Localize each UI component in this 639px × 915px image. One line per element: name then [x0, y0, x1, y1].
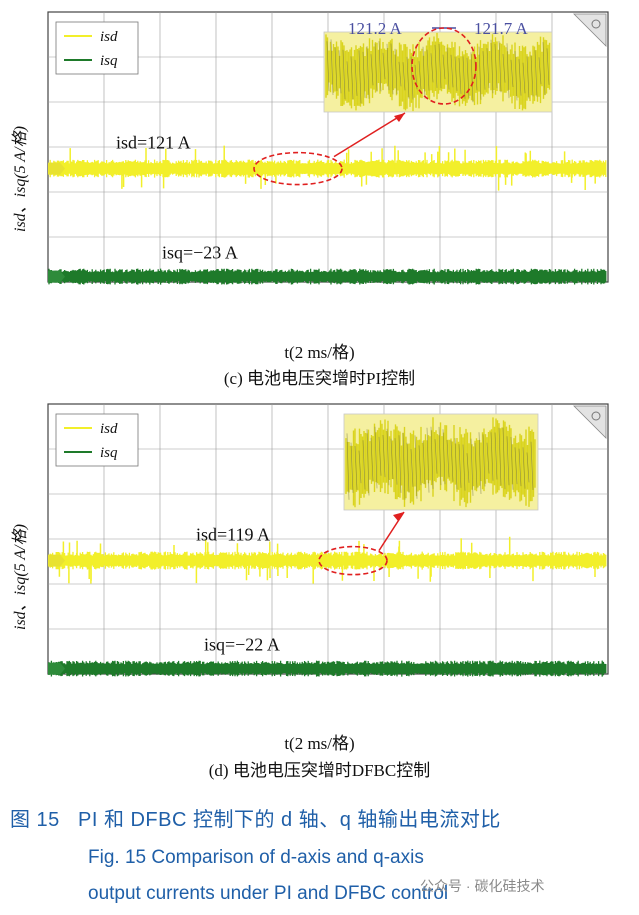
selection-arrow: [333, 112, 406, 158]
channel-marker-isd: [48, 162, 65, 175]
value-label-isq: isq=−23 A: [162, 243, 238, 263]
channel-marker-isd: [48, 554, 65, 567]
channel-marker-isq: [48, 270, 65, 283]
selection-arrowhead: [394, 113, 405, 122]
trigger-corner-icon: [573, 13, 607, 47]
legend: isd isq: [55, 21, 139, 75]
caption-d: (d) 电池电压突增时DFBC控制: [208, 761, 431, 780]
legend-label-isq: isq: [100, 53, 118, 69]
trigger-corner-icon: [573, 405, 607, 439]
value-label-isd: isd=119 A: [196, 525, 270, 545]
caption-c: (c) 电池电压突增时PI控制: [223, 369, 416, 388]
legend-label-isd: isd: [100, 421, 118, 437]
selection-ellipse: [253, 151, 343, 186]
selection-arrowhead: [393, 512, 404, 521]
zoom-trace-dark: [346, 426, 534, 500]
x-axis-label-c: t(2 ms/格): [284, 343, 355, 362]
figure-title-en-line2: output currents under PI and DFBC contro…: [88, 883, 449, 904]
watermark: 公众号 · 碳化硅技术: [420, 878, 545, 894]
trace-spikes-isd: [69, 145, 596, 191]
zoom-trace-dark: [326, 39, 550, 104]
zoom-annotation: 121.7 A: [474, 19, 529, 38]
scope-chart-c: isd=121 A isq=−23 A isd isq 121.2 A 121.7 A: [47, 11, 609, 285]
zoom-annotation: 121.2 A: [348, 19, 403, 38]
y-axis-label-d: isd、isq(5 A/格): [12, 524, 29, 630]
zoom-highlight-ellipse: [411, 27, 477, 105]
zoom-inset: 121.2 A 121.7 A: [323, 19, 553, 113]
value-label-isd: isd=121 A: [116, 133, 191, 153]
legend: isd isq: [55, 413, 139, 467]
legend-label-isd: isd: [100, 29, 118, 45]
figure-title-cn: 图 15 PI 和 DFBC 控制下的 d 轴、q 轴输出电流对比: [10, 809, 501, 831]
legend-label-isq: isq: [100, 445, 118, 461]
y-axis-label-c: isd、isq(5 A/格): [12, 126, 29, 232]
selection-arrow: [378, 511, 405, 552]
channel-marker-isq: [48, 662, 65, 675]
figure-title-en-line1: Fig. 15 Comparison of d-axis and q-axis: [88, 847, 424, 868]
value-label-isq: isq=−22 A: [204, 635, 280, 655]
x-axis-label-d: t(2 ms/格): [284, 734, 355, 753]
panel-c: isd=121 A isq=−23 A isd isq 121.2 A 121.7 A i…: [0, 0, 639, 400]
zoom-inset: [343, 413, 539, 511]
scope-chart-d: isd=119 A isq=−22 A isd isq: [47, 403, 609, 677]
